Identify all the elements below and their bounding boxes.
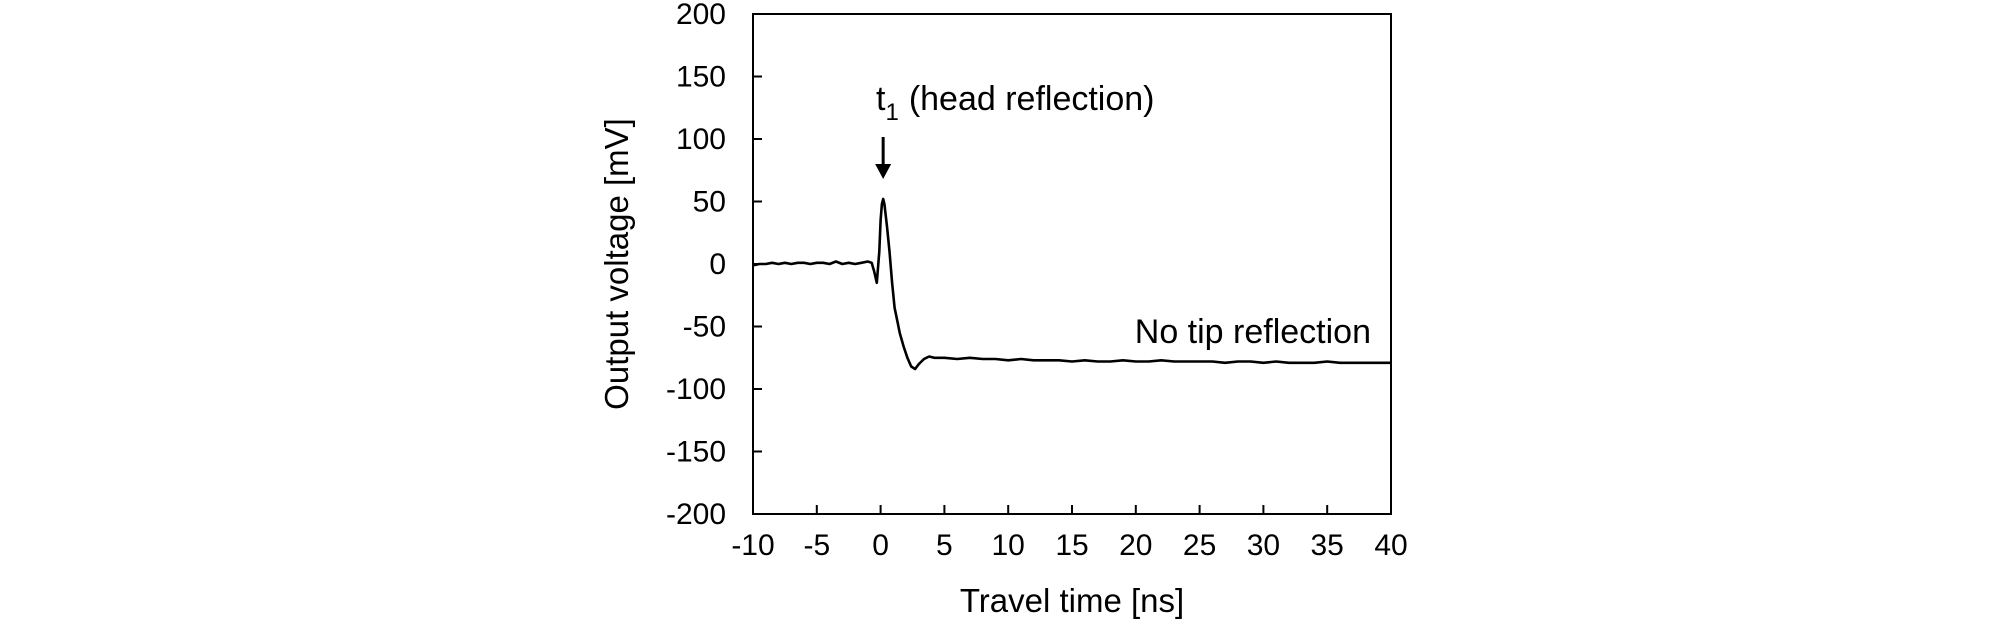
- y-tick-label: -150: [666, 436, 726, 469]
- y-tick-label: -200: [666, 498, 726, 531]
- x-tick-label: 30: [1247, 529, 1280, 562]
- no-tip-reflection-label: No tip reflection: [1135, 313, 1371, 351]
- head-reflection-text: (head reflection): [909, 80, 1155, 118]
- head-reflection-label: t1 (head reflection): [876, 80, 1155, 126]
- x-tick-label: 25: [1183, 529, 1216, 562]
- y-tick-label: 50: [693, 186, 726, 219]
- x-tick-label: -10: [731, 529, 774, 562]
- x-axis-title: Travel time [ns]: [960, 582, 1184, 619]
- head-reflection-symbol: t: [876, 80, 886, 118]
- y-tick-label: 0: [709, 248, 726, 281]
- x-tick-label: 40: [1374, 529, 1407, 562]
- x-axis-tick-labels: -10 -5 0 5 10 15 20 25 30 35 40: [731, 529, 1407, 562]
- y-tick-label: -50: [683, 311, 726, 344]
- x-tick-label: 20: [1119, 529, 1152, 562]
- voltage-series-line: [752, 197, 1391, 371]
- x-tick-label: 0: [872, 529, 889, 562]
- x-tick-label: 5: [936, 529, 953, 562]
- y-axis-tick-labels: 200 150 100 50 0 -50 -100 -150 -200: [666, 0, 726, 531]
- x-tick-label: 15: [1055, 529, 1088, 562]
- head-reflection-arrow-head: [875, 164, 892, 179]
- head-reflection-subscript: 1: [885, 99, 898, 126]
- x-tick-label: 10: [992, 529, 1025, 562]
- y-tick-label: 150: [676, 61, 726, 94]
- x-tick-label: 35: [1311, 529, 1344, 562]
- y-tick-label: 200: [676, 0, 726, 31]
- y-axis-title: Output voltage [mV]: [598, 118, 635, 410]
- x-axis-ticks: [752, 505, 1392, 514]
- x-tick-label: -5: [803, 529, 830, 562]
- head-reflection-annotation: t1 (head reflection): [875, 80, 1155, 179]
- y-tick-label: 100: [676, 123, 726, 156]
- y-tick-label: -100: [666, 373, 726, 406]
